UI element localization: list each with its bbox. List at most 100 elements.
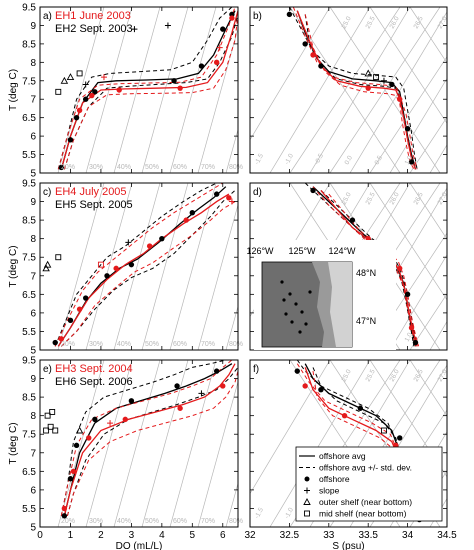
offshore-point [220, 383, 226, 389]
isopycnal-label: -1.0 [284, 506, 296, 520]
series-line-black-dashed [63, 14, 238, 170]
map-latitude-label: 47°N [356, 316, 376, 326]
cruise-legend-label: EH3 Sept. 2004 [55, 363, 133, 375]
mid-shelf-point [52, 427, 59, 434]
isopycnal-label: 25.5 [365, 15, 377, 30]
series-line-red-solid [60, 10, 238, 170]
outer-shelf-point [42, 264, 50, 272]
isopycnal-label: 26.0 [389, 15, 401, 30]
offshore-point [92, 89, 98, 95]
spiciness-isoline [269, 360, 371, 527]
offshore-point [70, 468, 77, 475]
panel-label: f) [253, 364, 259, 375]
series-line-black-dashed [60, 190, 236, 347]
plot-area [250, 7, 474, 173]
saturation-label: 70% [201, 518, 215, 525]
density-isoline [450, 360, 474, 527]
map-station-marker [290, 320, 294, 324]
offshore-point [408, 325, 415, 331]
isopycnal-label: -0.5 [314, 152, 326, 166]
density-isoline [409, 183, 447, 240]
legend-entry-label: offshore avg +/- std. dev. [319, 463, 412, 473]
panel-a: 20% 30% 40% 50% 60% 70% 80% 5 5.5 6 6.5 7 7.5 8 8.5 9 9.… [8, 3, 243, 180]
offshore-point [404, 126, 411, 132]
y-tick-label: 8.5 [22, 39, 36, 50]
y-tick-label: 9 [30, 21, 36, 32]
offshore-point [189, 209, 196, 216]
map-station-marker [300, 310, 304, 314]
saturation-isoline [57, 360, 105, 527]
panel-e: 20% 30% 40% 50% 60% 70% 80% 5 5.5 6 6.5 7 7.5 8 8.5 9 9.… [8, 356, 243, 550]
map-station-marker [308, 290, 312, 294]
isopycnal-label: 26.5 [413, 15, 425, 30]
spiciness-isoline [349, 11, 447, 173]
offshore-point [397, 96, 403, 102]
slope-point [107, 420, 114, 427]
y-tick-label: 8 [30, 234, 36, 245]
legend-box [295, 446, 443, 522]
isopycnal-label: 0.5 [374, 154, 385, 166]
isopycnal-label: 26.0 [389, 368, 401, 383]
panel-b: -1.5 -1.0 -0.5 0.0 0.5 1.025.0 25.5 26.0 26.5 27.… [249, 6, 474, 174]
panel-c: 20% 30% 40% 50% 60% 70% 80% 5 5.5 6 6.5 7 7.5 8 8.5 9 9.… [8, 179, 243, 357]
map-longitude-label: 124°W [328, 246, 356, 256]
slope-point [380, 77, 387, 84]
y-tick-label: 8 [30, 411, 36, 422]
density-isoline [450, 7, 474, 173]
offshore-point [61, 505, 68, 512]
mid-shelf-point [43, 427, 50, 434]
x-tick-label: 2 [98, 530, 104, 541]
offshore-point [76, 306, 83, 312]
mid-shelf-point [47, 423, 54, 430]
saturation-isoline [57, 7, 105, 173]
offshore-point [92, 416, 98, 423]
inset-map-land [328, 262, 352, 347]
x-tick-label: 4 [159, 530, 165, 541]
saturation-isoline [169, 360, 217, 527]
plot-area [43, 360, 238, 527]
y-tick-label: 5 [30, 346, 36, 357]
outer-shelf-point [75, 426, 84, 434]
offshore-point [220, 26, 226, 32]
offshore-point [397, 435, 403, 441]
y-tick-label: 6 [30, 308, 36, 319]
offshore-point [177, 85, 183, 91]
x-tick-label: 32.5 [280, 530, 300, 541]
plot-area [55, 7, 238, 173]
isopycnal-label: -1.5 [254, 152, 266, 166]
density-isoline [409, 293, 447, 350]
x-tick-label: 34.5 [437, 530, 457, 541]
panel-label: e) [43, 364, 52, 375]
map-station-marker [304, 322, 308, 326]
spiciness-isoline [250, 7, 331, 141]
offshore-point [412, 339, 419, 346]
offshore-point [58, 164, 65, 171]
series-line-red-dashed [60, 201, 236, 347]
offshore-point [82, 295, 89, 301]
x-tick-label: 33.5 [358, 530, 378, 541]
mid-shelf-point [76, 70, 83, 77]
map-longitude-label: 125°W [288, 246, 316, 256]
offshore-point [404, 291, 411, 298]
mid-shelf-point [55, 88, 62, 95]
isopycnal-label: 1.0 [404, 331, 415, 343]
isopycnal-label: 25.0 [341, 368, 353, 383]
y-tick-label: 7.5 [22, 76, 36, 87]
slope-point [82, 81, 89, 88]
saturation-label: 30% [89, 164, 103, 171]
saturation-isoline [197, 27, 238, 173]
mid-shelf-point [55, 254, 62, 261]
y-tick-label: 7.5 [22, 430, 36, 441]
offshore-point [198, 63, 205, 69]
isopycnal-label: 25.5 [365, 191, 377, 206]
panel-f: -1.5-1.0-0.50.00.51.025.025.526.026.527.… [244, 359, 474, 550]
saturation-label: 60% [173, 164, 187, 171]
saturation-label: 70% [201, 341, 215, 348]
saturation-label: 80% [229, 341, 243, 348]
slope-point [164, 22, 171, 29]
map-latitude-label: 48°N [356, 268, 376, 278]
series-line-red-dashed [60, 360, 233, 517]
outer-shelf-point [66, 73, 75, 81]
spiciness-isoline [429, 144, 447, 173]
density-isoline [369, 183, 447, 301]
